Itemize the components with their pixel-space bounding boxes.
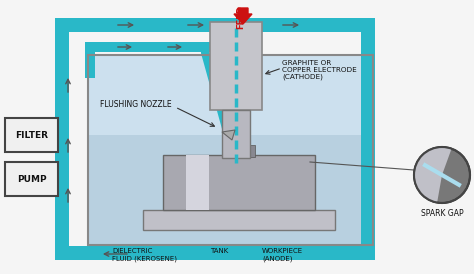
Text: FLUSHING NOZZLE: FLUSHING NOZZLE	[100, 100, 172, 109]
Text: PUMP: PUMP	[17, 175, 46, 184]
Bar	[55, 18, 69, 260]
FancyArrow shape	[234, 8, 252, 24]
Text: WORKPIECE
(ANODE): WORKPIECE (ANODE)	[262, 248, 303, 261]
Bar	[88, 55, 373, 135]
Bar	[143, 210, 335, 230]
Bar	[85, 42, 210, 52]
Text: DIELECTRIC
FLUID (KEROSENE): DIELECTRIC FLUID (KEROSENE)	[112, 248, 177, 261]
Bar	[55, 246, 375, 260]
Polygon shape	[222, 130, 235, 140]
Bar	[210, 22, 262, 110]
Bar	[163, 155, 315, 210]
Bar	[5, 162, 58, 196]
Bar	[222, 110, 250, 158]
Text: FEED: FEED	[237, 5, 246, 29]
Wedge shape	[414, 147, 452, 202]
Bar	[361, 18, 375, 260]
Bar	[88, 55, 373, 245]
Text: TANK: TANK	[210, 248, 228, 254]
Bar	[186, 155, 209, 210]
Text: GRAPHITE OR
COPPER ELECTRODE
(CATHODE): GRAPHITE OR COPPER ELECTRODE (CATHODE)	[282, 60, 357, 81]
Bar	[85, 42, 95, 78]
Text: SPARK GAP: SPARK GAP	[421, 209, 463, 218]
Text: FILTER: FILTER	[15, 130, 48, 139]
Bar	[223, 145, 255, 157]
Bar	[55, 18, 375, 32]
Circle shape	[414, 147, 470, 203]
Bar	[88, 55, 373, 245]
Bar	[5, 118, 58, 152]
